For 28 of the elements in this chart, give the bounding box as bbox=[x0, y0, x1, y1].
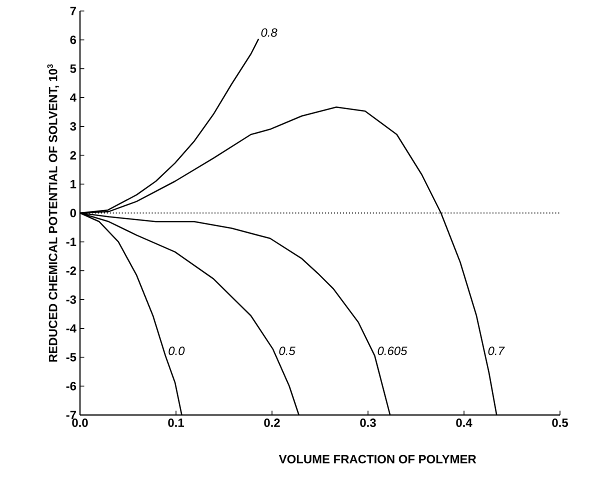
x-tick-label: 0.4 bbox=[456, 418, 472, 427]
x-tick-label: 0.3 bbox=[360, 418, 376, 428]
y-tick-label: -6 bbox=[66, 382, 76, 390]
series-label: 0.605 bbox=[378, 346, 408, 356]
y-tick-label: -2 bbox=[66, 266, 76, 275]
y-tick-label: 4 bbox=[70, 93, 76, 102]
y-tick-label: 6 bbox=[70, 36, 76, 44]
y-tick-label: 0 bbox=[70, 208, 76, 218]
x-tick-label: 0.1 bbox=[168, 418, 184, 427]
y-axis-title: REDUCED CHEMICAL POTENTIAL OF SOLVENT, 10$^{3}$ bbox=[47, 64, 59, 362]
y-tick-label: 1 bbox=[70, 180, 76, 188]
y-tick-label: -5 bbox=[66, 353, 76, 362]
x-tick-label: 0.2 bbox=[264, 418, 280, 427]
y-tick-label: 2 bbox=[70, 151, 76, 160]
y-tick-label: 7 bbox=[70, 6, 76, 16]
y-tick-label: -3 bbox=[66, 295, 76, 304]
series-label: 0.7 bbox=[488, 346, 505, 356]
x-tick-label: 0.5 bbox=[552, 418, 568, 427]
y-tick-label: -4 bbox=[66, 324, 76, 333]
y-tick-label: -1 bbox=[66, 238, 76, 246]
y-tick-label: 5 bbox=[70, 64, 76, 73]
series-label: 0.5 bbox=[279, 346, 296, 356]
series-label: 0.8 bbox=[261, 28, 278, 37]
x-tick-label: 0.0 bbox=[72, 418, 88, 427]
y-tick-label: 3 bbox=[70, 122, 76, 131]
y-tick-label: -7 bbox=[66, 410, 76, 420]
x-axis-title: VOLUME FRACTION OF POLYMER bbox=[278, 454, 476, 464]
series-label: 0.0 bbox=[168, 346, 185, 356]
